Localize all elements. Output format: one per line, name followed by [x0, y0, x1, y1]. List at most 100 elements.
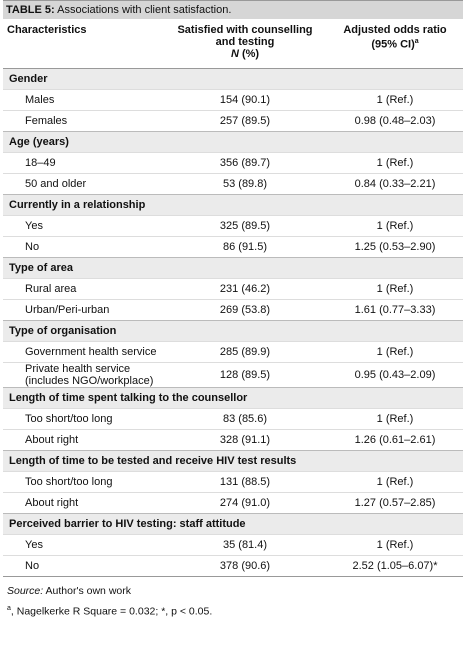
- cell: 274 (91.0): [163, 492, 327, 514]
- section-row: Perceived barrier to HIV testing: staff …: [3, 513, 463, 535]
- section-heading: Perceived barrier to HIV testing: staff …: [3, 513, 463, 535]
- section-row: Type of area: [3, 257, 463, 279]
- cell: 285 (89.9): [163, 341, 327, 363]
- data-row: Yes 325 (89.5) 1 (Ref.): [3, 215, 463, 237]
- cell: 1 (Ref.): [327, 341, 463, 363]
- data-row: About right 274 (91.0) 1.27 (0.57–2.85): [3, 492, 463, 514]
- data-table: Characteristics Satisfied with counselli…: [3, 19, 463, 577]
- cell: 53 (89.8): [163, 173, 327, 195]
- table-body: Gender Males 154 (90.1) 1 (Ref.) Females 257 …: [3, 68, 463, 577]
- stat-note: a, Nagelkerke R Square = 0.032; *, p < 0…: [7, 600, 459, 621]
- section-heading: Gender: [3, 68, 463, 90]
- section-heading: Currently in a relationship: [3, 194, 463, 216]
- section-heading: Length of time to be tested and receive …: [3, 450, 463, 472]
- data-row: Rural area 231 (46.2) 1 (Ref.): [3, 278, 463, 300]
- footnotes: Source: Author's own work a, Nagelkerke …: [3, 577, 463, 621]
- section-row: Gender: [3, 68, 463, 90]
- source-text: Author's own work: [45, 585, 131, 597]
- section-heading: Age (years): [3, 131, 463, 153]
- cell: 0.95 (0.43–2.09): [327, 362, 463, 388]
- header-symbol: N: [230, 48, 239, 60]
- cell: 154 (90.1): [163, 89, 327, 111]
- cell: About right: [3, 492, 163, 514]
- cell: 1 (Ref.): [327, 278, 463, 300]
- cell: Too short/too long: [3, 408, 163, 430]
- header-sup: a: [414, 38, 419, 45]
- cell: Government health service: [3, 341, 163, 363]
- data-row: 18–49 356 (89.7) 1 (Ref.): [3, 152, 463, 174]
- section-row: Currently in a relationship: [3, 194, 463, 216]
- cell: 328 (91.1): [163, 429, 327, 451]
- cell: 325 (89.5): [163, 215, 327, 237]
- section-heading: Type of area: [3, 257, 463, 279]
- header-text: Satisfied with counselling and testing: [177, 24, 313, 48]
- section-row: Type of organisation: [3, 320, 463, 342]
- cell: 1.25 (0.53–2.90): [327, 236, 463, 258]
- table-figure: TABLE 5: Associations with client satisf…: [3, 0, 463, 621]
- header-cell: Adjusted odds ratio (95% CI)a: [327, 19, 463, 69]
- cell: 378 (90.6): [163, 555, 327, 577]
- section-heading: Length of time spent talking to the coun…: [3, 387, 463, 409]
- data-row: Yes 35 (81.4) 1 (Ref.): [3, 534, 463, 556]
- cell: Private health service (includes NGO/wor…: [3, 362, 163, 388]
- cell: 1 (Ref.): [327, 152, 463, 174]
- cell: 131 (88.5): [163, 471, 327, 493]
- data-row: Too short/too long 83 (85.6) 1 (Ref.): [3, 408, 463, 430]
- cell: Males: [3, 89, 163, 111]
- cell: 1 (Ref.): [327, 89, 463, 111]
- cell: 257 (89.5): [163, 110, 327, 132]
- data-row: Too short/too long 131 (88.5) 1 (Ref.): [3, 471, 463, 493]
- cell: 356 (89.7): [163, 152, 327, 174]
- header-row: Characteristics Satisfied with counselli…: [3, 19, 463, 69]
- cell: 1.26 (0.61–2.61): [327, 429, 463, 451]
- data-row: No 378 (90.6) 2.52 (1.05–6.07)*: [3, 555, 463, 577]
- section-heading: Type of organisation: [3, 320, 463, 342]
- cell: 0.98 (0.48–2.03): [327, 110, 463, 132]
- cell: About right: [3, 429, 163, 451]
- data-row: 50 and older 53 (89.8) 0.84 (0.33–2.21): [3, 173, 463, 195]
- header-text: Adjusted odds ratio (95% CI): [343, 24, 447, 51]
- cell: 1.27 (0.57–2.85): [327, 492, 463, 514]
- data-row: No 86 (91.5) 1.25 (0.53–2.90): [3, 236, 463, 258]
- cell: 83 (85.6): [163, 408, 327, 430]
- cell: No: [3, 555, 163, 577]
- section-row: Age (years): [3, 131, 463, 153]
- table-title: TABLE 5: Associations with client satisf…: [3, 0, 463, 19]
- cell: 1 (Ref.): [327, 471, 463, 493]
- cell: No: [3, 236, 163, 258]
- cell: Too short/too long: [3, 471, 163, 493]
- cell: 269 (53.8): [163, 299, 327, 321]
- cell: 231 (46.2): [163, 278, 327, 300]
- title-text: Associations with client satisfaction.: [57, 4, 232, 16]
- cell: 35 (81.4): [163, 534, 327, 556]
- cell: 1 (Ref.): [327, 215, 463, 237]
- header-cell: Satisfied with counselling and testing N …: [163, 19, 327, 69]
- section-row: Length of time to be tested and receive …: [3, 450, 463, 472]
- header-cell: Characteristics: [3, 19, 163, 69]
- cell: 1 (Ref.): [327, 534, 463, 556]
- title-label: TABLE 5:: [6, 4, 55, 16]
- cell: Yes: [3, 215, 163, 237]
- cell: 18–49: [3, 152, 163, 174]
- cell: 1 (Ref.): [327, 408, 463, 430]
- cell: 2.52 (1.05–6.07)*: [327, 555, 463, 577]
- data-row: Urban/Peri-urban 269 (53.8) 1.61 (0.77–3.3…: [3, 299, 463, 321]
- source-label: Source:: [7, 585, 44, 597]
- cell: Rural area: [3, 278, 163, 300]
- note-text: , Nagelkerke R Square = 0.032; *, p < 0.…: [10, 605, 213, 618]
- cell: 50 and older: [3, 173, 163, 195]
- cell: 1.61 (0.77–3.33): [327, 299, 463, 321]
- cell: 0.84 (0.33–2.21): [327, 173, 463, 195]
- header-unit: (%): [241, 48, 260, 60]
- section-row: Length of time spent talking to the coun…: [3, 387, 463, 409]
- cell: Yes: [3, 534, 163, 556]
- cell: 128 (89.5): [163, 362, 327, 388]
- data-row: Males 154 (90.1) 1 (Ref.): [3, 89, 463, 111]
- data-row: Females 257 (89.5) 0.98 (0.48–2.03): [3, 110, 463, 132]
- cell: Females: [3, 110, 163, 132]
- source-note: Source: Author's own work: [7, 582, 459, 600]
- data-row: About right 328 (91.1) 1.26 (0.61–2.61): [3, 429, 463, 451]
- note-sup: a: [7, 605, 11, 612]
- cell: Urban/Peri-urban: [3, 299, 163, 321]
